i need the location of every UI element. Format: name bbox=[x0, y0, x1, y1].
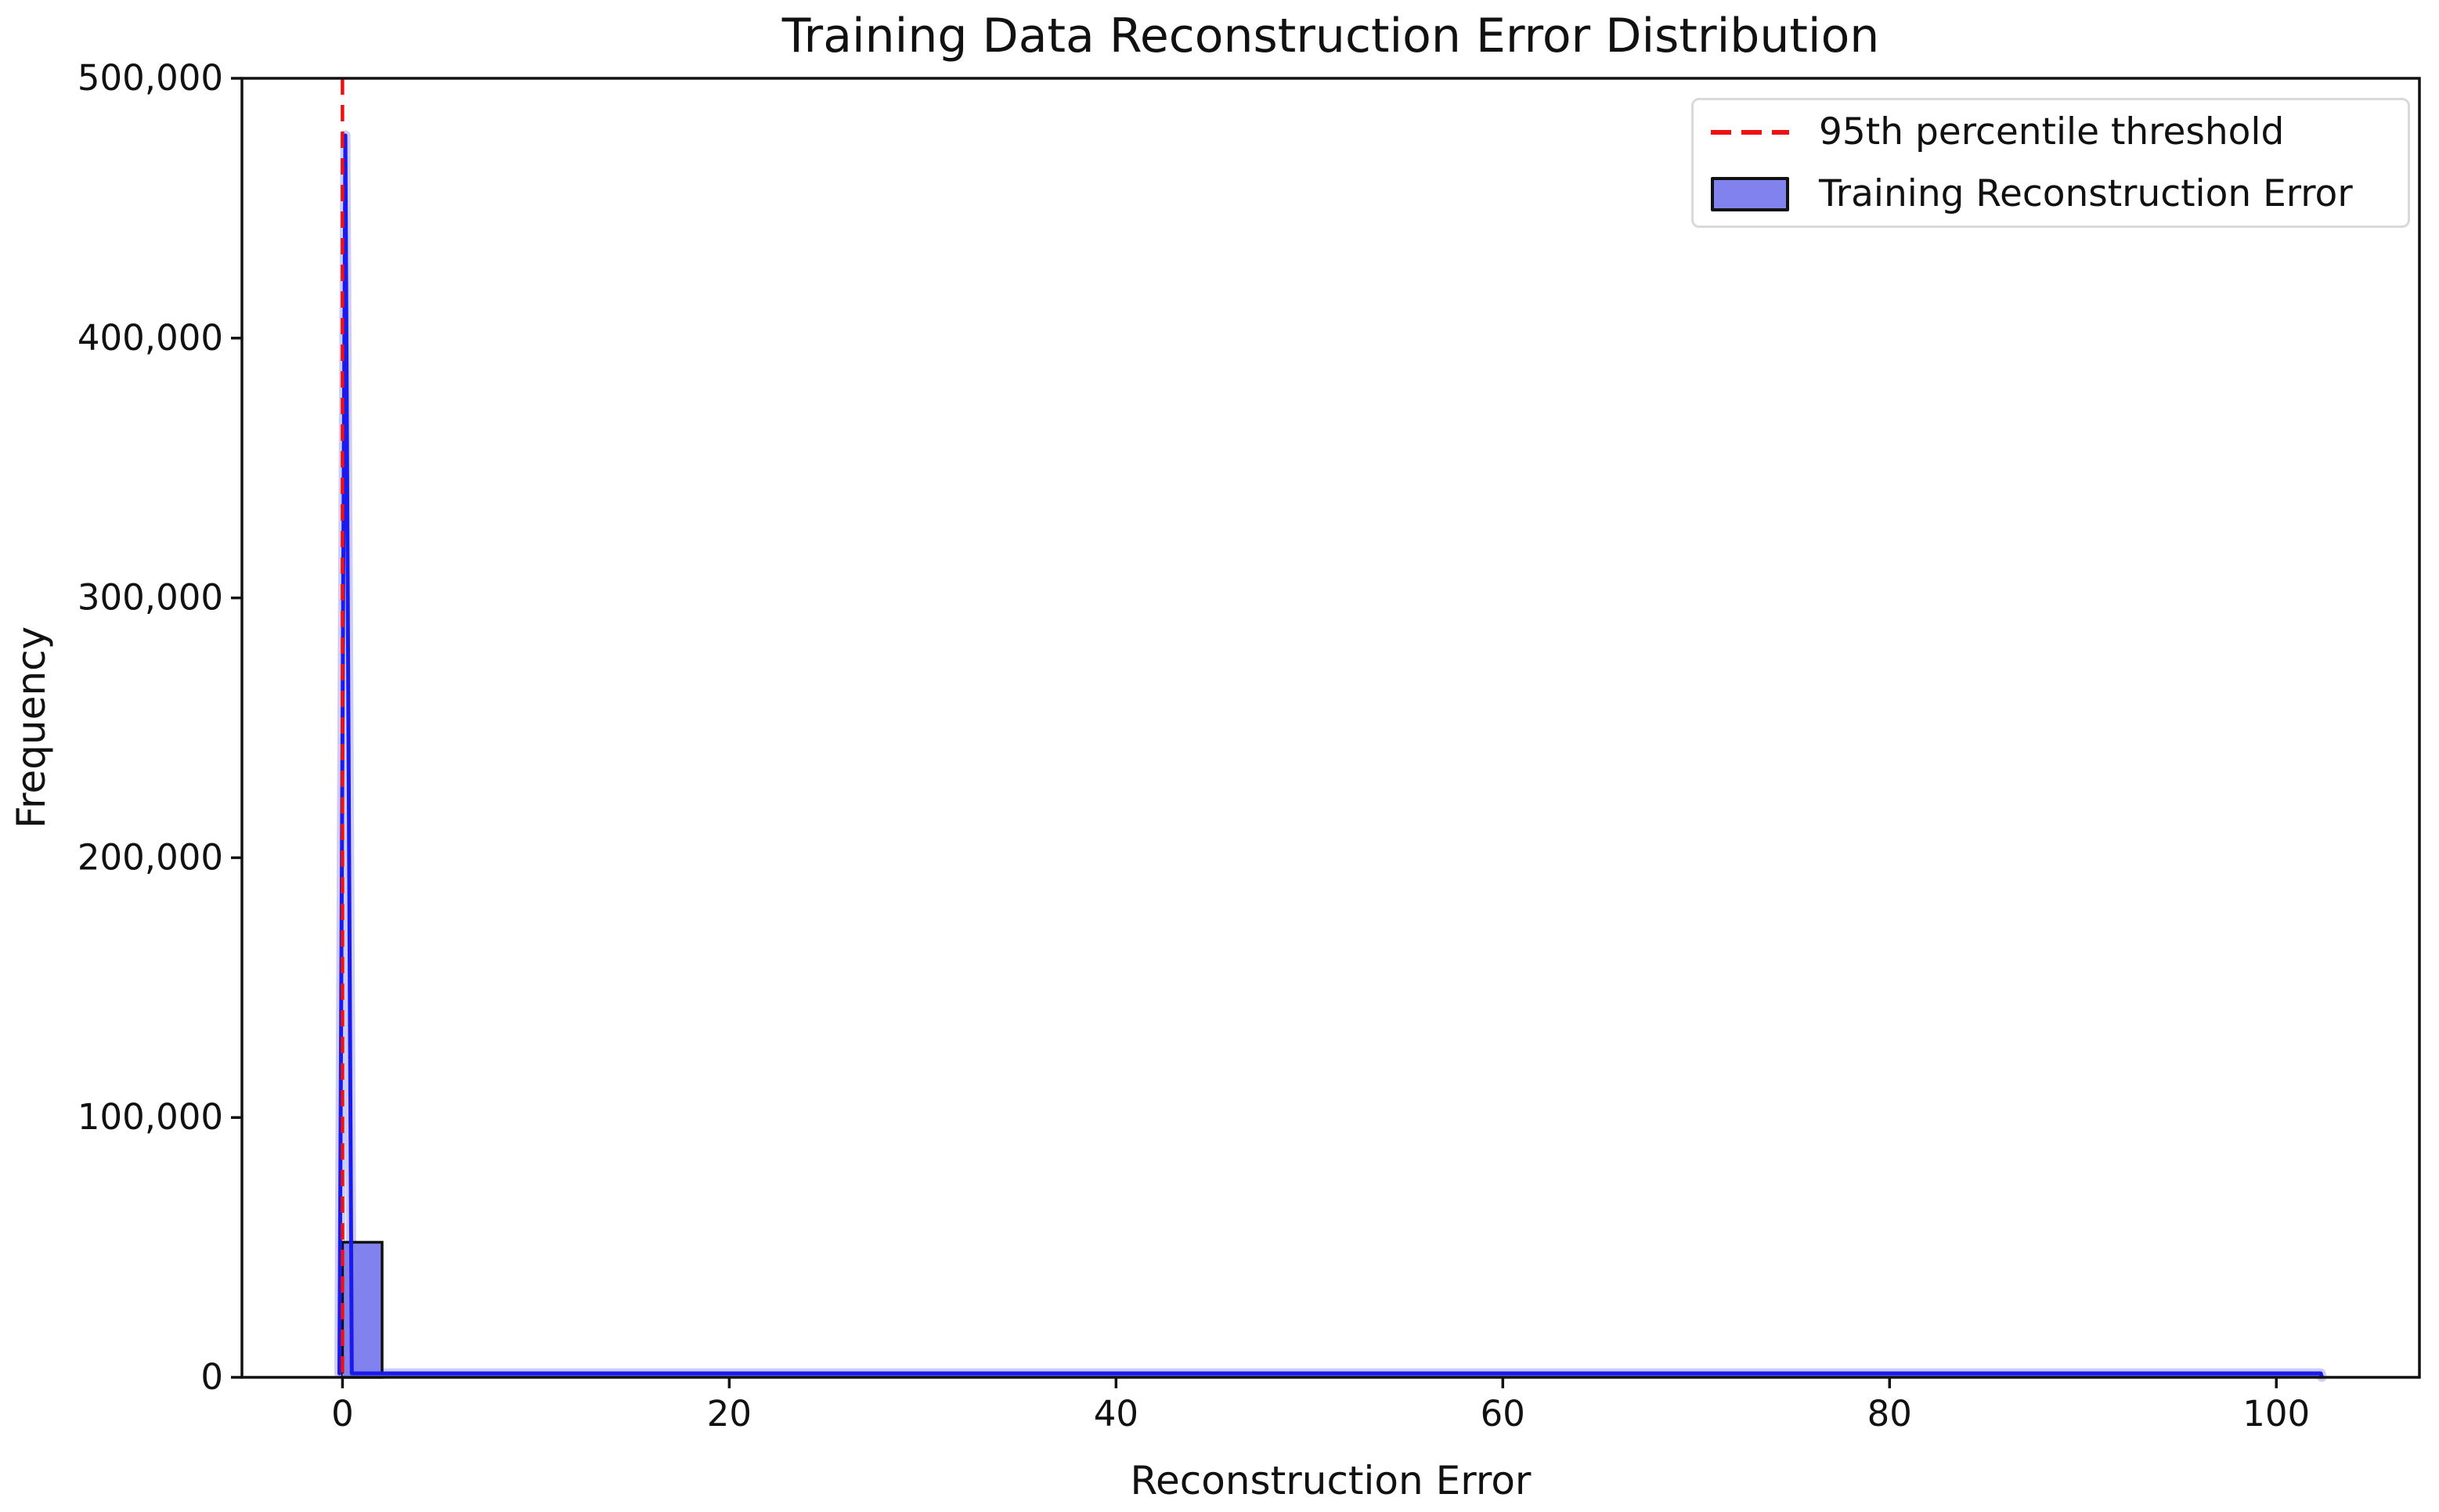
y-tick-label: 500,000 bbox=[78, 57, 223, 99]
y-tick-label: 300,000 bbox=[78, 577, 223, 619]
legend-label-histogram: Training Reconstruction Error bbox=[1819, 172, 2353, 215]
x-tick-label: 20 bbox=[707, 1393, 752, 1434]
chart-title: Training Data Reconstruction Error Distr… bbox=[781, 9, 1880, 63]
dashed-line-sample bbox=[1711, 129, 1789, 135]
x-tick-label: 100 bbox=[2242, 1393, 2310, 1434]
y-axis-label-text: Frequency bbox=[9, 626, 54, 829]
x-tick-label: 80 bbox=[1867, 1393, 1912, 1434]
x-axis-label: Reconstruction Error bbox=[1130, 1458, 1532, 1503]
patch-sample-wrap bbox=[1711, 176, 1789, 211]
histogram-bar bbox=[341, 1240, 384, 1379]
kde-line bbox=[337, 133, 2324, 1379]
x-tick-label: 40 bbox=[1094, 1393, 1138, 1434]
x-tick-label: 0 bbox=[331, 1393, 354, 1434]
y-tick-label: 0 bbox=[200, 1356, 223, 1398]
y-tick-label: 100,000 bbox=[78, 1096, 223, 1138]
y-tick-label: 200,000 bbox=[78, 836, 223, 878]
legend-label-threshold: 95th percentile threshold bbox=[1819, 110, 2285, 153]
dashed-line-icon bbox=[1711, 129, 1789, 135]
legend: 95th percentile threshold Training Recon… bbox=[1691, 98, 2410, 228]
legend-entry-histogram: Training Reconstruction Error bbox=[1711, 170, 2392, 218]
y-tick-label: 400,000 bbox=[78, 317, 223, 359]
histogram-patch-icon bbox=[1711, 176, 1789, 211]
legend-entry-threshold: 95th percentile threshold bbox=[1711, 108, 2392, 156]
x-tick-label: 60 bbox=[1481, 1393, 1525, 1434]
plot-spines bbox=[240, 77, 2421, 1379]
kde-halo bbox=[334, 130, 2327, 1382]
